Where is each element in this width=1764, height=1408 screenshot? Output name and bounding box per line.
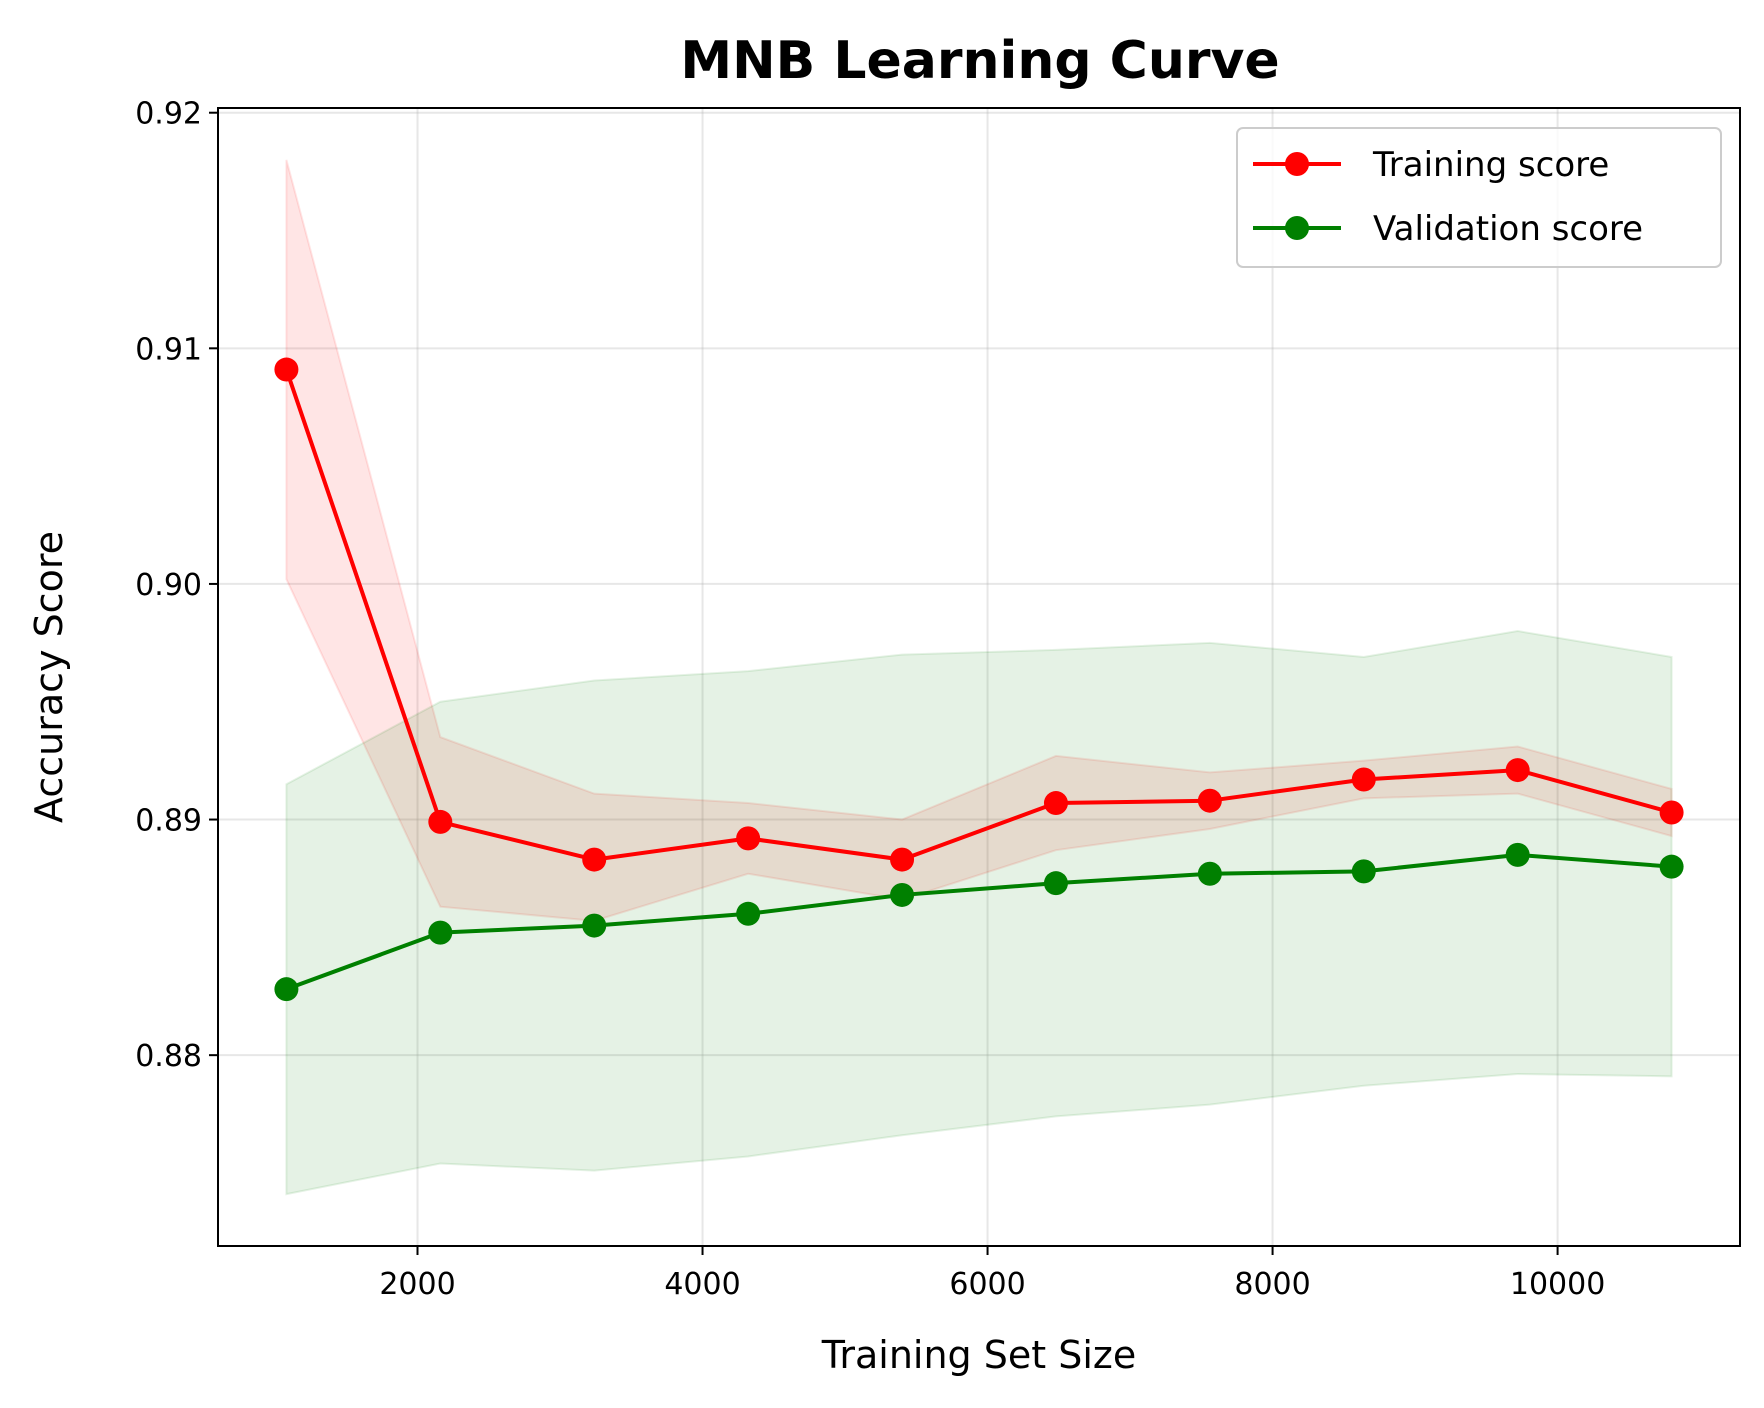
series-lines (284, 368, 1673, 992)
point-validation-score (736, 901, 761, 926)
confidence-bands (285, 159, 1673, 1196)
x-tick-label: 8000 (1234, 1267, 1310, 1302)
x-axis-label: Training Set Size (821, 1333, 1137, 1377)
point-training-score (1043, 791, 1068, 816)
point-validation-score (1505, 842, 1530, 867)
point-validation-score (582, 913, 607, 938)
plot-frame (217, 107, 1741, 1247)
y-tick-label: 0.88 (135, 1039, 202, 1074)
point-validation-score (1043, 871, 1068, 896)
point-training-score (1197, 788, 1222, 813)
point-training-score (274, 357, 299, 382)
y-axis-label: Accuracy Score (27, 531, 71, 823)
y-tick-label: 0.91 (135, 332, 202, 367)
legend: Training score Validation score (1236, 127, 1722, 268)
point-training-score (1659, 800, 1684, 825)
point-validation-score (890, 882, 915, 907)
point-training-score (428, 809, 453, 834)
line-training-score (284, 368, 1673, 862)
y-tick-label: 0.92 (135, 97, 202, 132)
grid (218, 108, 1740, 1246)
point-training-score (582, 847, 607, 872)
x-tick-label: 6000 (949, 1267, 1025, 1302)
legend-marker-validation (1285, 216, 1309, 240)
point-validation-score (428, 920, 453, 945)
y-tick-label: 0.90 (135, 568, 202, 603)
y-axis-ticks: 0.88 0.89 0.90 0.91 0.92 (135, 97, 218, 1074)
point-training-score (1505, 758, 1530, 783)
point-validation-score (274, 977, 299, 1002)
point-training-score (1351, 767, 1376, 792)
x-tick-label: 10000 (1510, 1267, 1605, 1302)
legend-label-validation: Validation score (1373, 209, 1643, 249)
x-tick-label: 4000 (664, 1267, 740, 1302)
point-training-score (890, 847, 915, 872)
chart-title: MNB Learning Curve (680, 31, 1279, 91)
point-training-score (736, 826, 761, 851)
point-validation-score (1197, 861, 1222, 886)
legend-box (1236, 127, 1722, 268)
legend-marker-training (1285, 152, 1309, 176)
band-training-score (285, 159, 1673, 922)
line-validation-score (285, 852, 1672, 992)
x-tick-label: 2000 (379, 1267, 455, 1302)
point-validation-score (1351, 859, 1376, 884)
point-validation-score (1659, 854, 1684, 879)
legend-label-training: Training score (1372, 145, 1609, 185)
y-tick-label: 0.89 (135, 804, 202, 839)
band-validation-score (285, 630, 1673, 1196)
x-axis-ticks: 2000 4000 6000 8000 10000 (379, 1246, 1605, 1302)
series-points (274, 357, 1684, 1002)
